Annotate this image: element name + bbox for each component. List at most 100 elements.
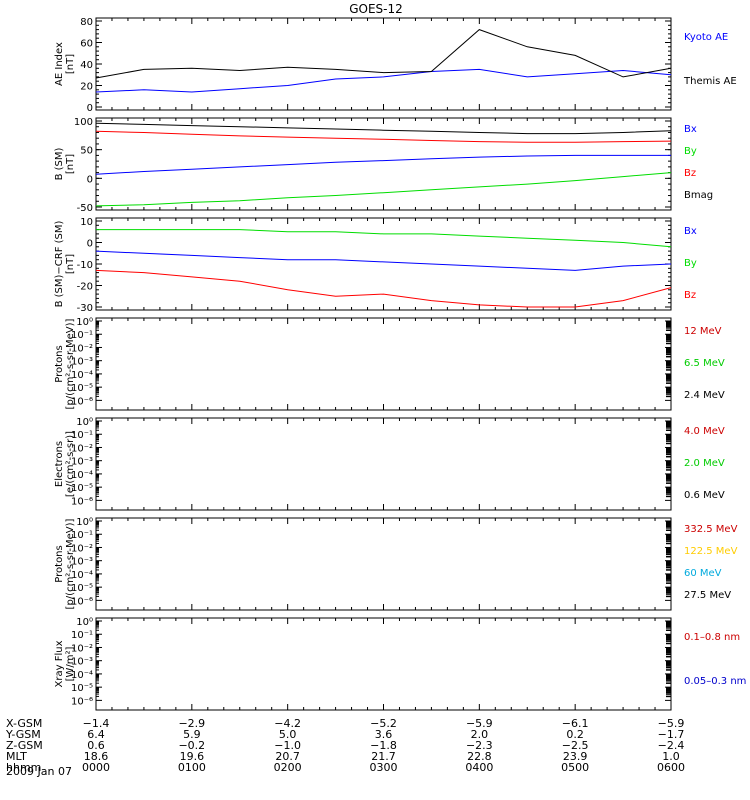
y-axis-label-line: B (SM)−CRF (SM) bbox=[54, 220, 65, 307]
legend-entry: Kyoto AE bbox=[684, 32, 728, 43]
series-line-by bbox=[96, 229, 672, 248]
y-axis-label: Protons[p/(cm²-s-sr-MeV)] bbox=[54, 518, 76, 609]
panel-2: -50 0 50 100 B (SM)[nT] Bx By Bz Bmag bbox=[54, 117, 713, 214]
panel-frame bbox=[95, 317, 672, 411]
y-tick-label: 10⁻³ bbox=[71, 557, 93, 568]
series-group bbox=[95, 29, 672, 93]
y-tick-label: 10⁻¹ bbox=[71, 330, 93, 341]
legend-entry: Bz bbox=[684, 168, 696, 179]
legend-entry: 2.4 MeV bbox=[684, 390, 725, 401]
ephemeris-value: −1.4 bbox=[83, 717, 110, 730]
y-tick-label: -20 bbox=[77, 282, 93, 293]
panel-5: 10⁰10⁻¹10⁻²10⁻³10⁻⁴10⁻⁵10⁻⁶Electrons[e/(… bbox=[54, 417, 725, 511]
panel-1: 0 20 40 60 80 AE Index[nT] Kyoto AE Themis AE bbox=[54, 17, 737, 114]
legend-entry: 0.1–0.8 nm bbox=[684, 632, 740, 643]
panel-7: 10⁰ 10⁻¹ 10⁻² 10⁻³ 10⁻⁴ 10⁻⁵ 10⁻⁶ Xray Flux[W/m… bbox=[54, 617, 746, 711]
legend-entry: 122.5 MeV bbox=[684, 546, 738, 557]
y-tick-label: 10⁻⁶ bbox=[71, 496, 93, 507]
series-group bbox=[95, 122, 672, 207]
y-tick-label: 10⁻² bbox=[71, 443, 93, 454]
ephemeris-value: 0000 bbox=[82, 761, 110, 774]
ephemeris-value: 1.0 bbox=[662, 750, 680, 763]
panel-frame bbox=[95, 617, 672, 711]
y-tick-label: 10⁻⁵ bbox=[71, 383, 93, 394]
panel-4: 10⁰10⁻¹10⁻²10⁻³10⁻⁴10⁻⁵10⁻⁶Protons[p/(cm… bbox=[54, 317, 725, 411]
y-axis-label-line: Xray Flux bbox=[54, 640, 65, 687]
ephemeris-value: −5.9 bbox=[658, 717, 685, 730]
ephemeris-row-label: Y-GSM bbox=[5, 728, 41, 741]
y-axis-label: Xray Flux[W/m²] bbox=[54, 640, 76, 687]
panel-frame bbox=[95, 417, 672, 511]
y-tick-label: 10⁻³ bbox=[71, 457, 93, 468]
y-tick-label: 10⁻⁴ bbox=[71, 570, 93, 581]
ephemeris-value: 0500 bbox=[561, 761, 589, 774]
ephemeris-value: −2.3 bbox=[466, 739, 493, 752]
y-tick-label: 10⁻⁵ bbox=[71, 483, 93, 494]
ephemeris-value: −5.9 bbox=[466, 717, 493, 730]
y-tick-label: 80 bbox=[80, 17, 93, 28]
legend-entry: 27.5 MeV bbox=[684, 590, 731, 601]
series-line-bz bbox=[95, 269, 672, 308]
y-axis-label-line: [nT] bbox=[65, 54, 76, 74]
ephemeris-value: −4.2 bbox=[274, 717, 301, 730]
legend-entry: 0.6 MeV bbox=[684, 490, 725, 501]
ephemeris-value: 18.6 bbox=[84, 750, 109, 763]
y-tick-label: 10⁻⁴ bbox=[71, 370, 93, 381]
y-tick-label: 20 bbox=[80, 82, 93, 93]
legend-entry: 4.0 MeV bbox=[684, 426, 725, 437]
y-tick-label: 10⁻¹ bbox=[71, 530, 93, 541]
legend-entry: Themis AE bbox=[683, 76, 737, 87]
ephemeris-value: 20.7 bbox=[275, 750, 300, 763]
y-tick-label: 10⁰ bbox=[76, 517, 93, 528]
ephemeris-value: −6.1 bbox=[562, 717, 589, 730]
legend-entry: 2.0 MeV bbox=[684, 458, 725, 469]
y-axis-label-line: AE Index bbox=[54, 42, 65, 86]
legend-entry: 6.5 MeV bbox=[684, 358, 725, 369]
ephemeris-row-label: Z-GSM bbox=[6, 739, 43, 752]
legend-entry: Bz bbox=[684, 290, 696, 301]
ephemeris-value: 5.9 bbox=[183, 728, 201, 741]
y-tick-label: -10 bbox=[77, 260, 93, 271]
y-axis-label: Protons[p/(cm²-s-sr-MeV)] bbox=[54, 318, 76, 409]
ephemeris-row-label: X-GSM bbox=[6, 717, 42, 730]
ephemeris-value: 0200 bbox=[274, 761, 302, 774]
y-tick-label: 10⁻² bbox=[71, 643, 93, 654]
ephemeris-row-label: MLT bbox=[6, 750, 27, 763]
y-tick-label: -30 bbox=[77, 303, 93, 314]
y-tick-label: 10⁻⁵ bbox=[71, 683, 93, 694]
legend-entry: Bmag bbox=[684, 190, 713, 201]
y-tick-label: 0 bbox=[87, 103, 93, 114]
y-tick-label: 40 bbox=[80, 60, 93, 71]
ephemeris-value: −0.2 bbox=[178, 739, 205, 752]
ephemeris-value: −1.8 bbox=[370, 739, 397, 752]
y-axis-label-line: [W/m²] bbox=[65, 646, 76, 681]
panel-frame bbox=[95, 117, 672, 211]
panel-3: -30 -20 -10 0 10 B (SM)−CRF (SM)[nT] Bx By Bz bbox=[54, 217, 697, 314]
y-tick-label: 10 bbox=[80, 217, 93, 228]
y-axis-label-line: [p/(cm²-s-sr-MeV)] bbox=[65, 318, 76, 409]
plot-title: GOES-12 bbox=[349, 2, 403, 16]
ephemeris-value: 19.6 bbox=[180, 750, 205, 763]
ephemeris-value: 0.2 bbox=[566, 728, 584, 741]
y-tick-label: 10⁻¹ bbox=[71, 630, 93, 641]
y-tick-label: 10⁻² bbox=[71, 543, 93, 554]
legend-entry: By bbox=[684, 146, 697, 157]
y-axis-label-line: Protons bbox=[54, 345, 65, 382]
ephemeris-value: 23.9 bbox=[563, 750, 588, 763]
y-tick-label: 10⁻¹ bbox=[71, 430, 93, 441]
y-axis-label-line: [p/(cm²-s-sr-MeV)] bbox=[65, 518, 76, 609]
panel-frame bbox=[95, 217, 672, 311]
y-tick-label: 10⁰ bbox=[76, 417, 93, 428]
y-axis-label: B (SM)−CRF (SM)[nT] bbox=[54, 220, 76, 307]
y-tick-label: 10⁻³ bbox=[71, 657, 93, 668]
y-tick-label: 10⁻⁶ bbox=[71, 696, 93, 707]
y-axis-label-line: [e/(cm²-s-sr)] bbox=[65, 431, 76, 497]
legend-entry: By bbox=[684, 258, 697, 269]
y-axis-label-line: B (SM) bbox=[54, 147, 65, 180]
ephemeris-value: −2.5 bbox=[562, 739, 589, 752]
y-tick-label: 10⁻⁶ bbox=[71, 396, 93, 407]
y-tick-label: 10⁻⁴ bbox=[71, 470, 93, 481]
ephemeris-value: 21.7 bbox=[371, 750, 396, 763]
series-line-by bbox=[95, 172, 672, 207]
